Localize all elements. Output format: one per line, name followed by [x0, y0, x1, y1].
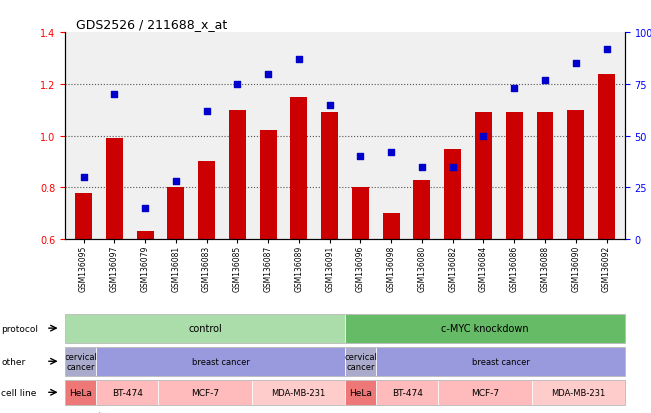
Bar — [598, 74, 615, 394]
Point — [109, 92, 120, 98]
Point — [201, 108, 212, 115]
Bar — [444, 149, 461, 394]
Text: ■ count: ■ count — [65, 411, 102, 413]
Text: BT-474: BT-474 — [112, 388, 143, 397]
Point — [540, 77, 550, 84]
Text: breast cancer: breast cancer — [191, 357, 249, 366]
Point — [386, 150, 396, 156]
Text: MDA-MB-231: MDA-MB-231 — [551, 388, 605, 397]
Point — [570, 61, 581, 67]
Bar — [475, 113, 492, 394]
Text: HeLa: HeLa — [349, 388, 372, 397]
Point — [417, 164, 427, 171]
Text: other: other — [1, 357, 25, 366]
Text: GDS2526 / 211688_x_at: GDS2526 / 211688_x_at — [76, 17, 228, 31]
Point — [263, 71, 273, 78]
Text: cell line: cell line — [1, 388, 36, 397]
Text: BT-474: BT-474 — [392, 388, 422, 397]
Point — [602, 46, 612, 53]
Text: MCF-7: MCF-7 — [191, 388, 219, 397]
Bar — [413, 180, 430, 394]
Text: MDA-MB-231: MDA-MB-231 — [271, 388, 326, 397]
Text: c-MYC knockdown: c-MYC knockdown — [441, 323, 529, 333]
Bar — [536, 113, 553, 394]
Text: cervical
cancer: cervical cancer — [344, 352, 377, 371]
Bar — [167, 188, 184, 394]
Text: control: control — [188, 323, 222, 333]
Point — [478, 133, 489, 140]
Bar — [137, 232, 154, 394]
Point — [324, 102, 335, 109]
Text: cervical
cancer: cervical cancer — [64, 352, 97, 371]
Point — [232, 81, 243, 88]
Point — [78, 174, 89, 181]
Point — [447, 164, 458, 171]
Bar — [567, 111, 584, 394]
Point — [509, 85, 519, 92]
Point — [140, 205, 150, 212]
Bar — [260, 131, 277, 394]
Point — [171, 178, 181, 185]
Bar — [506, 113, 523, 394]
Bar — [352, 188, 369, 394]
Bar — [106, 139, 123, 394]
Point — [294, 57, 304, 63]
Bar — [290, 97, 307, 394]
Bar — [75, 193, 92, 394]
Point — [355, 154, 366, 160]
Text: HeLa: HeLa — [69, 388, 92, 397]
Bar — [383, 214, 400, 394]
Text: breast cancer: breast cancer — [471, 357, 529, 366]
Bar — [321, 113, 338, 394]
Text: protocol: protocol — [1, 324, 38, 333]
Bar — [229, 111, 246, 394]
Bar — [198, 162, 215, 394]
Text: MCF-7: MCF-7 — [471, 388, 499, 397]
